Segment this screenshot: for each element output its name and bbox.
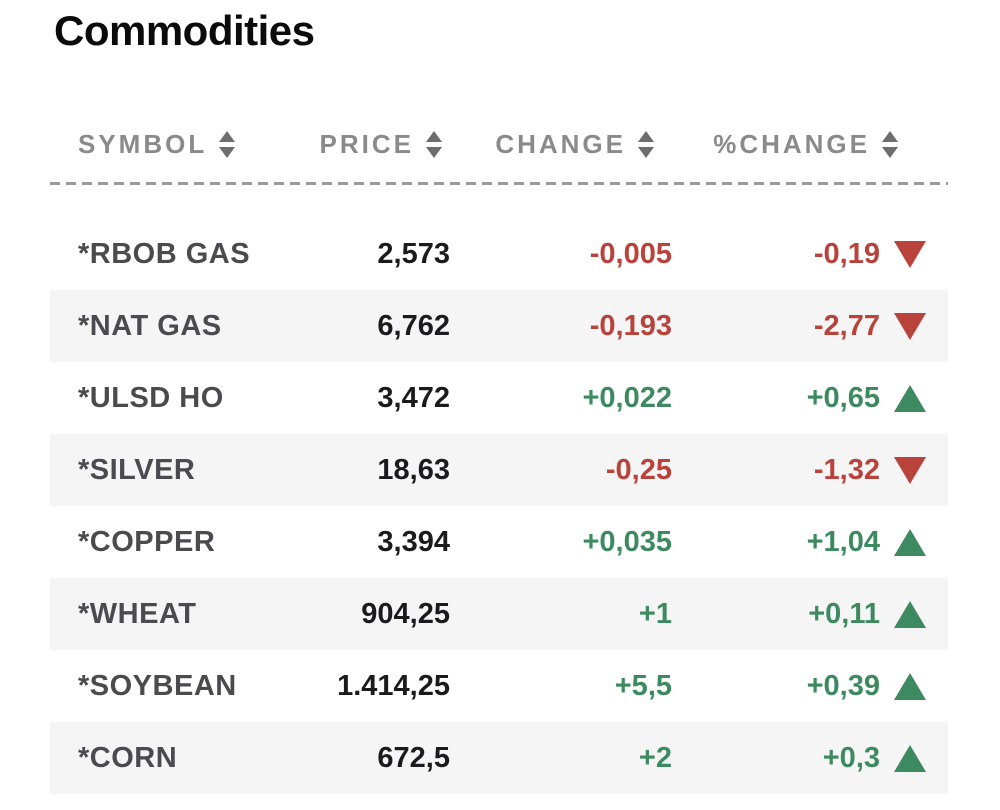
pct-change-value: +1,04 [806, 525, 880, 558]
direction-triangle-icon [894, 744, 926, 772]
column-header-price[interactable]: PRICE [280, 129, 450, 160]
price-cell: 18,63 [377, 453, 450, 486]
price-cell: 1.414,25 [337, 669, 450, 702]
direction-triangle-icon [894, 600, 926, 628]
sort-icon [219, 130, 236, 158]
table-row[interactable]: *RBOB GAS 2,573 -0,005 -0,19 [50, 218, 948, 290]
header-divider [50, 182, 948, 185]
price-cell: 3,394 [377, 525, 450, 558]
change-cell: +5,5 [614, 669, 672, 702]
table-row[interactable]: *NAT GAS 6,762 -0,193 -2,77 [50, 290, 948, 362]
table-header-row: SYMBOL PRICE CHANGE %CHANGE [50, 120, 948, 168]
sort-up-triangle-icon [882, 130, 898, 142]
symbol-cell: *RBOB GAS [78, 237, 251, 270]
sort-icon [426, 130, 442, 158]
table-row[interactable]: *CORN 672,5 +2 +0,3 [50, 722, 948, 794]
symbol-cell: *SOYBEAN [78, 669, 237, 702]
sort-icon [882, 130, 898, 158]
symbol-cell: *COPPER [78, 525, 216, 558]
sort-up-triangle-icon [219, 130, 236, 142]
table-row[interactable]: *ULSD HO 3,472 +0,022 +0,65 [50, 362, 948, 434]
column-header-price-label: PRICE [319, 128, 414, 159]
widget-title: Commodities [54, 7, 315, 54]
price-cell: 904,25 [361, 597, 450, 630]
pct-change-cell: +1,04 [672, 526, 948, 559]
table-row[interactable]: *WHEAT 904,25 +1 +0,11 [50, 578, 948, 650]
commodities-widget: Commodities SYMBOL PRICE CHANGE %CHANGE … [50, 0, 948, 794]
price-cell: 672,5 [377, 741, 450, 774]
symbol-cell: *WHEAT [78, 597, 197, 630]
symbol-cell: *CORN [78, 741, 178, 774]
sort-icon [638, 130, 654, 158]
change-cell: +0,035 [582, 525, 672, 558]
change-cell: +2 [638, 741, 672, 774]
pct-change-value: -1,32 [813, 453, 880, 486]
column-header-pct-change[interactable]: %CHANGE [672, 129, 948, 160]
sort-up-triangle-icon [426, 130, 442, 142]
column-header-symbol[interactable]: SYMBOL [50, 129, 280, 160]
pct-change-value: -2,77 [813, 309, 880, 342]
change-cell: +0,022 [582, 381, 672, 414]
pct-change-value: +0,39 [806, 669, 880, 702]
column-header-change-label: CHANGE [495, 128, 626, 159]
pct-change-cell: +0,11 [672, 598, 948, 631]
direction-triangle-icon [894, 384, 926, 412]
sort-up-triangle-icon [638, 130, 654, 142]
pct-change-value: +0,3 [822, 741, 880, 774]
symbol-cell: *ULSD HO [78, 381, 224, 414]
column-header-change[interactable]: CHANGE [450, 129, 672, 160]
change-cell: -0,193 [589, 309, 672, 342]
change-cell: -0,25 [605, 453, 672, 486]
pct-change-value: +0,65 [806, 381, 880, 414]
direction-triangle-icon [894, 672, 926, 700]
direction-triangle-icon [894, 312, 926, 340]
sort-down-triangle-icon [882, 146, 898, 158]
sort-down-triangle-icon [638, 146, 654, 158]
direction-triangle-icon [894, 528, 926, 556]
pct-change-value: -0,19 [813, 237, 880, 270]
column-header-pct-change-label: %CHANGE [713, 128, 870, 159]
symbol-cell: *NAT GAS [78, 309, 222, 342]
pct-change-cell: +0,3 [672, 742, 948, 775]
pct-change-cell: +0,39 [672, 670, 948, 703]
table-row[interactable]: *COPPER 3,394 +0,035 +1,04 [50, 506, 948, 578]
direction-triangle-icon [894, 456, 926, 484]
symbol-cell: *SILVER [78, 453, 196, 486]
table-row[interactable]: *SOYBEAN 1.414,25 +5,5 +0,39 [50, 650, 948, 722]
sort-down-triangle-icon [219, 146, 236, 158]
table-row[interactable]: *SILVER 18,63 -0,25 -1,32 [50, 434, 948, 506]
column-header-symbol-label: SYMBOL [78, 128, 208, 159]
price-cell: 3,472 [377, 381, 450, 414]
pct-change-cell: -2,77 [672, 310, 948, 343]
change-cell: +1 [638, 597, 672, 630]
table-body: *RBOB GAS 2,573 -0,005 -0,19 *NAT GAS 6,… [50, 218, 948, 794]
price-cell: 6,762 [377, 309, 450, 342]
pct-change-cell: +0,65 [672, 382, 948, 415]
price-cell: 2,573 [377, 237, 450, 270]
pct-change-value: +0,11 [808, 597, 880, 630]
pct-change-cell: -1,32 [672, 454, 948, 487]
direction-triangle-icon [894, 240, 926, 268]
pct-change-cell: -0,19 [672, 238, 948, 271]
change-cell: -0,005 [589, 237, 672, 270]
sort-down-triangle-icon [426, 146, 442, 158]
